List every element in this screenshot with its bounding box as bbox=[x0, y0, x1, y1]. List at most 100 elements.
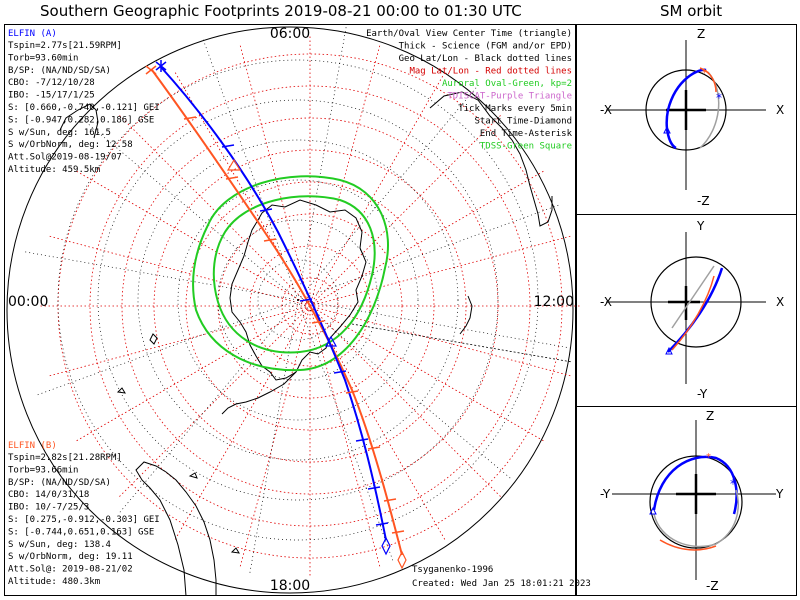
sm-panel-1: * * Z -Z -X X bbox=[600, 27, 784, 208]
hour-label-left: 00:00 bbox=[8, 294, 48, 310]
sm3-left-label: -Y bbox=[600, 487, 611, 501]
elfin-a-center-triangle bbox=[324, 335, 338, 347]
elfin-b-info-line: Att.Sol@: 2019-08-21/02 bbox=[8, 565, 133, 575]
elfin-a-info-line: S: [0.660,-0.740,-0.121] GEI bbox=[8, 103, 160, 113]
elfin-b-tick bbox=[225, 176, 239, 180]
elfin-a-info-line: B/SP: (NA/ND/SD/SA) bbox=[8, 66, 111, 76]
legend-item: Auroral Oval-Green, kp=2 bbox=[442, 79, 572, 89]
geo-lon-spokes bbox=[22, 24, 574, 576]
legend-item: Thick - Science (FGM and/or EPD) bbox=[399, 42, 572, 52]
elfin-a-info-line: Altitude: 459.5km bbox=[8, 165, 100, 175]
elfin-a-info-line: IBO: -15/17/1/25 bbox=[8, 91, 95, 101]
elfin-a-info-line: CBO: -7/12/10/28 bbox=[8, 78, 95, 88]
sm3-gray-arc bbox=[653, 489, 739, 548]
auroral-oval-inner bbox=[212, 195, 376, 354]
hour-label-bottom: 18:00 bbox=[270, 578, 310, 594]
elfin-b-start-diamond bbox=[397, 550, 407, 570]
map-boundary-circle bbox=[6, 26, 574, 594]
sm3-right-label: Y bbox=[775, 487, 784, 501]
africa-coastline bbox=[59, 103, 99, 139]
legend-item: Start Time-Diamond bbox=[474, 117, 572, 127]
sm3-b-marker: * bbox=[706, 452, 711, 463]
elfin-a-info-line: S w/Sun, deg: 161.5 bbox=[8, 128, 111, 138]
geo-lat-rings bbox=[57, 59, 539, 541]
sm1-left-label: -X bbox=[600, 103, 612, 117]
elfin-a-tick bbox=[367, 486, 381, 490]
sm2-top-label: Y bbox=[696, 219, 705, 233]
elfin-b-track bbox=[151, 69, 403, 556]
sm2-right-label: X bbox=[776, 295, 784, 309]
elfin-a-tick-marks bbox=[221, 144, 389, 526]
created-timestamp: Created: Wed Jan 25 18:01:21 2023 bbox=[412, 579, 591, 589]
elfin-b-title: ELFIN (B) bbox=[8, 441, 57, 451]
elfin-b-tick bbox=[263, 238, 277, 242]
elfin-b-info-line: IBO: 10/-7/25/3 bbox=[8, 503, 89, 513]
elfin-b-tick bbox=[311, 320, 325, 324]
elfin-a-info-line: Tspin=2.77s[21.59RPM] bbox=[8, 41, 122, 51]
sm1-triangle bbox=[663, 125, 671, 134]
legend-item: Earth/Oval View Center Time (triangle) bbox=[366, 29, 572, 39]
sm3-elfin-b-orbit bbox=[659, 539, 717, 551]
elfin-b-tick bbox=[367, 446, 381, 450]
antarctica-coastline bbox=[229, 199, 367, 381]
sm2-triangle bbox=[665, 346, 673, 355]
sm2-bottom-label: -Y bbox=[697, 387, 708, 401]
elfin-a-info-line: Att.Sol@2019-08-19/07 bbox=[8, 153, 122, 163]
elfin-a-tick bbox=[221, 144, 235, 148]
sm3-triangle bbox=[649, 506, 657, 515]
elfin-a-track bbox=[159, 65, 387, 541]
sm3-bottom-label: -Z bbox=[706, 579, 719, 593]
sm-panel-3: * * Z -Z -Y Y bbox=[600, 409, 784, 593]
sm1-end-asterisk: * bbox=[716, 91, 722, 105]
sm1-elfin-b-orbit bbox=[699, 67, 717, 93]
elfin-b-info-line: S w/OrbNorm, deg: 19.11 bbox=[8, 552, 133, 562]
island-outline bbox=[116, 387, 126, 394]
sm2-earth-circle bbox=[650, 256, 742, 348]
sm2-elfin-a-orbit bbox=[667, 267, 724, 353]
elfin-b-tick bbox=[183, 116, 197, 120]
elfin-b-info-line: Altitude: 480.3km bbox=[8, 577, 100, 587]
elfin-a-tick bbox=[375, 522, 389, 526]
elfin-a-start-diamond bbox=[381, 536, 391, 556]
sm1-b-marker: * bbox=[702, 68, 707, 79]
sm3-earth-circle bbox=[649, 455, 743, 549]
legend-item: End Time-Asterisk bbox=[480, 129, 573, 139]
island-outline bbox=[230, 547, 240, 554]
elfin-b-info-line: S: [0.275,-0.912,-0.303] GEI bbox=[8, 515, 160, 525]
legend-item: Mag Lat/Lon - Red dotted lines bbox=[409, 67, 572, 77]
elfin-a-end-asterisk bbox=[155, 60, 167, 72]
elfin-b-info-line: Tspin=2.82s[21.28RPM] bbox=[8, 453, 122, 463]
elfin-a-info-line: Torb=93.60min bbox=[8, 53, 78, 63]
sm-panel-2: Y -Y -X X bbox=[600, 219, 784, 401]
elfin-a-tick bbox=[259, 208, 273, 212]
elfin-b-tick bbox=[345, 390, 359, 394]
main-map-frame bbox=[4, 24, 576, 596]
sm-panel-3-frame bbox=[576, 406, 797, 596]
elfin-b-info-line: B/SP: (NA/ND/SD/SA) bbox=[8, 478, 111, 488]
elfin-a-title: ELFIN (A) bbox=[8, 29, 57, 39]
elfin-b-center-triangle bbox=[226, 158, 242, 171]
auroral-oval-outer bbox=[192, 175, 389, 372]
legend-item: Geo Lat/Lon - Black dotted lines bbox=[399, 54, 572, 64]
legend: Earth/Oval View Center Time (triangle) Th… bbox=[366, 29, 572, 152]
hour-label-top: 06:00 bbox=[270, 26, 310, 42]
sm1-earth-circle bbox=[645, 69, 727, 151]
polar-map: 06:00 00:00 12:00 18:00 bbox=[6, 24, 580, 597]
elfin-b-info-line: S: [-0.744,0.651,0.163] GSE bbox=[8, 527, 154, 537]
sm2-elfin-b-orbit bbox=[671, 275, 715, 351]
island-outline bbox=[149, 333, 158, 345]
sm-orbit-title: SM orbit bbox=[660, 2, 723, 20]
figure-title: Southern Geographic Footprints 2019-08-2… bbox=[40, 2, 522, 20]
sm1-right-label: X bbox=[776, 103, 784, 117]
sm3-top-label: Z bbox=[706, 409, 714, 423]
legend-item: Tick Marks every 5min bbox=[458, 104, 572, 114]
elfin-a-info-line: S w/OrbNorm, deg: 12.58 bbox=[8, 140, 133, 150]
elfin-b-tick bbox=[391, 530, 405, 534]
new-zealand-coastline bbox=[459, 295, 473, 335]
island-outline bbox=[188, 472, 198, 479]
model-credit: Tsyganenko-1996 bbox=[412, 565, 493, 575]
elfin-b-info-line: S w/Sun, deg: 138.4 bbox=[8, 540, 111, 550]
sm2-gray-line bbox=[671, 265, 715, 329]
elfin-b-tick bbox=[383, 498, 397, 502]
